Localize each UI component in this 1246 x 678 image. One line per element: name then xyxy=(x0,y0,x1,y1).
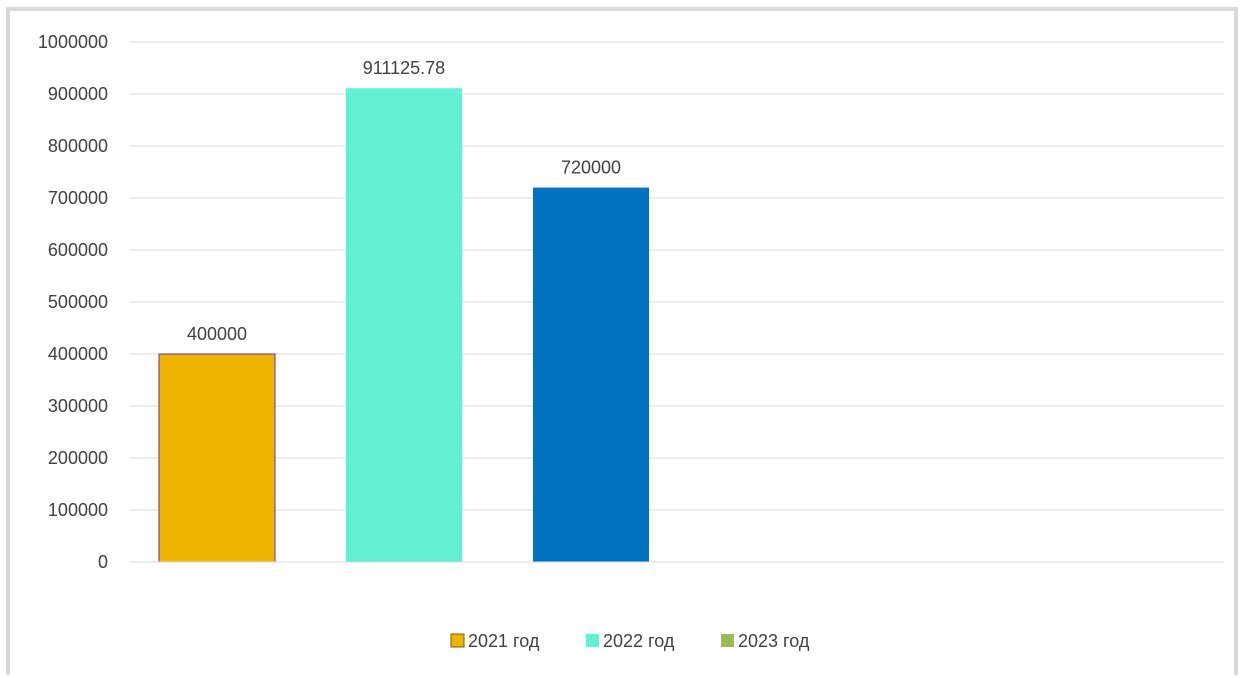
y-tick-label: 900000 xyxy=(48,84,108,104)
grid-lines xyxy=(130,41,1224,511)
y-tick-label: 500000 xyxy=(48,292,108,312)
y-tick-label: 400000 xyxy=(48,344,108,364)
y-tick-label: 1000000 xyxy=(38,32,108,52)
legend-swatch-2 xyxy=(586,634,599,647)
bars xyxy=(158,88,649,563)
legend-label-3: 2023 год xyxy=(738,631,810,651)
data-labels: 400000 911125.78 720000 xyxy=(187,58,621,344)
y-axis-ticks: 0 100000 200000 300000 400000 500000 600000 700… xyxy=(38,32,108,572)
data-label-1: 400000 xyxy=(187,324,247,344)
legend-swatch-3 xyxy=(721,634,734,647)
y-tick-label: 600000 xyxy=(48,240,108,260)
legend-label-2: 2022 год xyxy=(603,631,675,651)
chart-frame xyxy=(6,7,1238,675)
y-tick-label: 0 xyxy=(98,552,108,572)
y-tick-label: 300000 xyxy=(48,396,108,416)
legend-label-1: 2021 год xyxy=(468,631,540,651)
y-tick-label: 100000 xyxy=(48,500,108,520)
data-label-3: 720000 xyxy=(561,158,621,178)
legend-swatch-1 xyxy=(450,633,465,648)
y-tick-label: 700000 xyxy=(48,188,108,208)
bar-1 xyxy=(158,353,276,563)
y-tick-label: 200000 xyxy=(48,448,108,468)
bar-3 xyxy=(533,187,649,562)
y-tick-label: 800000 xyxy=(48,136,108,156)
data-label-2: 911125.78 xyxy=(363,58,445,78)
legend: 2021 год 2022 год 2023 год xyxy=(450,631,810,651)
bar-2 xyxy=(346,88,462,562)
